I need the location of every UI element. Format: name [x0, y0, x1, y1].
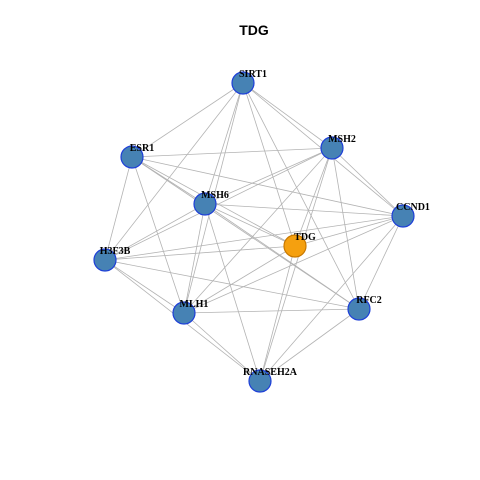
edge-ccnd1-rnaseh2a: [259, 215, 404, 382]
edge-ccnd1-tdg: [294, 215, 404, 247]
edge-msh2-esr1: [131, 147, 333, 158]
edge-h3f3b-mlh1: [104, 259, 185, 314]
edge-msh6-rfc2: [204, 203, 360, 310]
labels-layer: SIRT1 MSH2 ESR1 MSH6 CCND1 TDG H3F3B MLH1 RFC2 RN…: [100, 69, 430, 378]
node-label-mlh1: MLH1: [180, 299, 209, 310]
node-esr1[interactable]: [120, 145, 144, 169]
node-mlh1[interactable]: [172, 301, 196, 325]
node-sirt1[interactable]: [231, 71, 255, 95]
node-label-tdg: TDG: [294, 232, 316, 243]
edge-msh2-ccnd1: [331, 147, 404, 217]
edge-mlh1-rnaseh2a: [183, 312, 261, 382]
edge-msh2-mlh1: [183, 147, 333, 314]
edge-msh2-rnaseh2a: [259, 147, 333, 382]
edge-msh6-ccnd1: [204, 203, 404, 217]
node-label-ccnd1: CCND1: [396, 202, 430, 213]
edge-msh6-h3f3b: [104, 203, 206, 261]
edge-ccnd1-rfc2: [358, 215, 404, 310]
edge-esr1-ccnd1: [131, 156, 404, 217]
edge-msh2-rfc2: [331, 147, 360, 310]
node-label-rnaseh2a: RNASEH2A: [243, 367, 298, 378]
node-label-msh2: MSH2: [328, 134, 356, 145]
edge-ccnd1-h3f3b: [104, 215, 404, 261]
nodes-layer: [93, 71, 415, 393]
node-label-rfc2: RFC2: [356, 295, 382, 306]
edge-rfc2-rnaseh2a: [259, 308, 360, 382]
edge-sirt1-msh6: [204, 82, 244, 205]
edge-sirt1-h3f3b: [104, 82, 244, 261]
edge-msh2-tdg: [294, 147, 333, 247]
node-ccnd1[interactable]: [391, 204, 415, 228]
edge-tdg-mlh1: [183, 245, 296, 314]
edge-esr1-h3f3b: [104, 156, 133, 261]
edges-layer: [104, 82, 404, 382]
edge-sirt1-tdg: [242, 82, 296, 247]
edge-tdg-h3f3b: [104, 245, 296, 261]
edge-h3f3b-rfc2: [104, 259, 360, 310]
edge-ccnd1-mlh1: [183, 215, 404, 314]
edge-tdg-rnaseh2a: [259, 245, 296, 382]
diagram-title: TDG: [239, 22, 269, 38]
edge-sirt1-esr1: [131, 82, 244, 158]
node-rfc2[interactable]: [347, 297, 371, 321]
edge-msh6-rnaseh2a: [204, 203, 261, 382]
node-msh6[interactable]: [193, 192, 217, 216]
node-tdg[interactable]: [283, 234, 307, 258]
node-label-msh6: MSH6: [201, 190, 229, 201]
node-label-esr1: ESR1: [130, 143, 154, 154]
edge-msh6-mlh1: [183, 203, 206, 314]
node-msh2[interactable]: [320, 136, 344, 160]
edge-sirt1-rfc2: [242, 82, 360, 310]
edge-msh6-tdg: [204, 203, 296, 247]
node-label-h3f3b: H3F3B: [100, 246, 131, 257]
edge-esr1-mlh1: [131, 156, 185, 314]
node-rnaseh2a[interactable]: [248, 369, 272, 393]
edge-mlh1-rfc2: [183, 308, 360, 314]
edge-msh2-msh6: [204, 147, 333, 205]
node-h3f3b[interactable]: [93, 248, 117, 272]
edge-sirt1-msh2: [242, 82, 333, 149]
node-label-sirt1: SIRT1: [239, 69, 267, 80]
